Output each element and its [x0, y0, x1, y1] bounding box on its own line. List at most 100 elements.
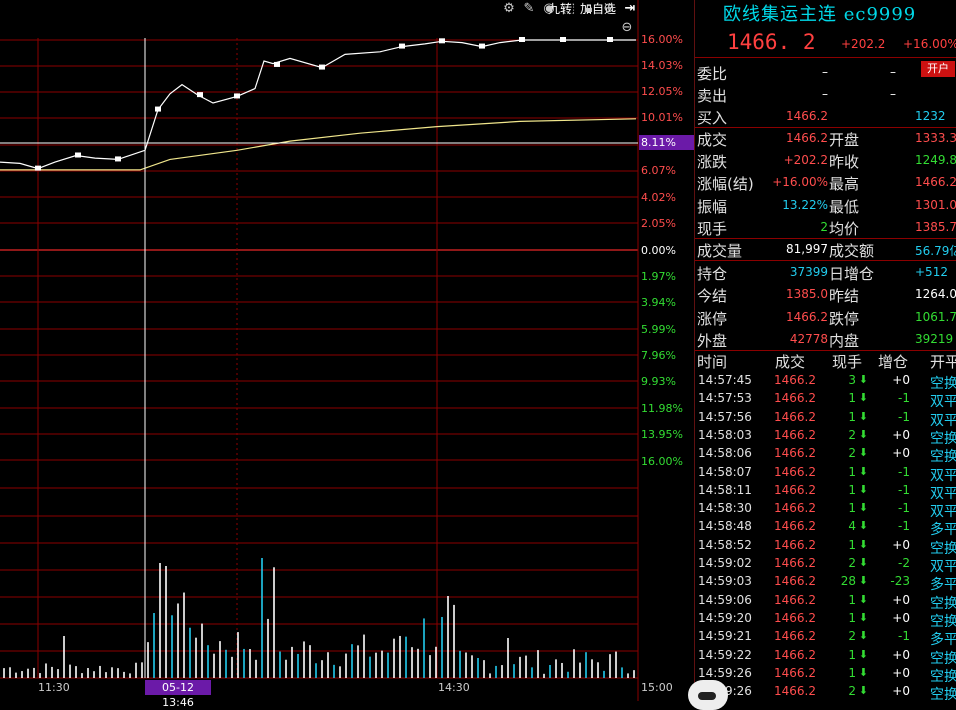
quote-label: 成交量: [697, 242, 743, 260]
quote-label: 均价: [829, 220, 860, 238]
pct-label-down: 9.93%: [641, 375, 676, 388]
trade-marker: [197, 92, 203, 98]
quote-value: 1264.0: [915, 287, 956, 301]
trade-marker: [274, 61, 280, 67]
add-watchlist-button[interactable]: 加自选: [580, 2, 617, 16]
tick-volume: 1: [848, 501, 856, 516]
tick-row: 14:59:06 1466.2 1 +0 空换 ⬇: [695, 592, 956, 612]
tick-price: 1466.2: [774, 464, 816, 479]
tick-price: 1466.2: [774, 610, 816, 625]
tick-row: 14:57:56 1466.2 1 -1 双平 ⬇: [695, 410, 956, 429]
tick-price: 1466.2: [774, 574, 816, 589]
quote-value: 1232: [915, 109, 946, 123]
tick-oi-change: +0: [892, 665, 910, 680]
tick-volume: 1: [848, 665, 856, 680]
tick-time: 14:59:02: [698, 556, 752, 570]
quote-value: +16.00%: [772, 175, 828, 189]
tick-price: 1466.2: [774, 684, 816, 699]
tick-type: 空换: [930, 613, 956, 630]
tick-time: 14:59:22: [698, 647, 752, 662]
pen-icon[interactable]: ✎: [523, 1, 535, 16]
tick-type: 空换: [930, 668, 956, 685]
jiuzhuan-button[interactable]: 九转: [548, 2, 573, 16]
arrow-down-icon: ⬇: [858, 610, 868, 624]
tick-row: 14:57:45 1466.2 3 +0 空换 ⬇: [695, 373, 956, 392]
hover-pct-label: 8.11%: [639, 135, 694, 150]
tick-volume: 2: [848, 446, 856, 461]
chart-canvas[interactable]: [0, 0, 695, 701]
tick-oi-change: -1: [898, 501, 910, 516]
tick-type: 空换: [930, 650, 956, 667]
trade-marker: [479, 43, 485, 49]
divider: [695, 350, 956, 351]
quote-value: 42778: [789, 332, 828, 346]
tick-price: 1466.2: [774, 446, 816, 461]
tick-price: 1466.2: [774, 391, 816, 406]
tick-type: 多平: [930, 522, 956, 539]
tick-row: 14:59:26 1466.2 1 +0 空换 ⬇: [695, 665, 956, 685]
floating-action-button[interactable]: [688, 680, 728, 710]
tick-time: 14:58:11: [698, 482, 752, 497]
arrow-down-icon: ⬇: [858, 519, 868, 533]
arrow-down-icon: ⬇: [858, 647, 868, 661]
pct-label-up: 10.01%: [641, 111, 683, 124]
zoom-in-icon[interactable]: ⊕: [603, 1, 615, 16]
tick-price: 1466.2: [774, 427, 816, 442]
tick-type: 多平: [930, 632, 956, 649]
open-account-button[interactable]: 开户: [921, 61, 955, 77]
quote-label: 今结: [697, 287, 728, 305]
tick-header: 开平: [930, 353, 956, 371]
zoom-out-icon[interactable]: ⊖: [621, 20, 633, 35]
tick-price: 1466.2: [774, 501, 816, 516]
price-change-pct: +16.00%: [903, 37, 956, 51]
trade-marker: [234, 93, 240, 99]
quote-value: +512: [915, 265, 948, 279]
arrow-down-icon: ⬇: [858, 592, 868, 606]
quote-value: +202.2: [783, 153, 828, 167]
tick-type: 空换: [930, 687, 956, 704]
intraday-chart[interactable]: [0, 0, 695, 701]
tick-volume: 1: [848, 464, 856, 479]
tick-oi-change: +0: [892, 446, 910, 461]
trade-marker: [439, 38, 445, 44]
tick-volume: 1: [848, 482, 856, 497]
tick-type: 多平: [930, 577, 956, 594]
trade-marker: [399, 43, 405, 49]
tick-time: 14:58:06: [698, 446, 752, 461]
trade-marker: [607, 37, 613, 42]
quote-value: 1333.3: [915, 131, 956, 145]
tick-row: 14:59:20 1466.2 1 +0 空换 ⬇: [695, 610, 956, 630]
tick-header: 现手: [832, 353, 863, 371]
tick-oi-change: -1: [898, 391, 910, 406]
eye-icon[interactable]: ◉: [543, 1, 555, 16]
quote-value: –: [890, 87, 896, 101]
tick-volume: 1: [848, 391, 856, 406]
tick-row: 14:58:30 1466.2 1 -1 双平 ⬇: [695, 501, 956, 520]
trade-marker: [75, 152, 81, 158]
tick-header: 成交: [775, 353, 806, 371]
pct-label-down: 7.96%: [641, 349, 676, 362]
settings-icon[interactable]: ⚙: [503, 1, 515, 16]
fullscreen-icon[interactable]: ⬚: [562, 1, 576, 16]
quote-label: 买入: [697, 109, 728, 127]
tick-oi-change: -1: [898, 482, 910, 497]
pct-label-zero: 0.00%: [641, 244, 676, 257]
lock-icon[interactable]: 🔒︎: [585, 1, 593, 16]
pct-label-down: 3.94%: [641, 296, 676, 309]
tick-oi-change: +0: [892, 647, 910, 662]
pct-label-down: 5.99%: [641, 323, 676, 336]
quote-value: 39219: [915, 332, 954, 346]
pct-label-down: 16.00%: [641, 455, 683, 468]
tick-type: 空换: [930, 449, 956, 466]
tick-time: 14:58:48: [698, 519, 752, 534]
divider: [695, 238, 956, 239]
quote-label: 成交额: [829, 242, 875, 260]
contract-title[interactable]: 欧线集运主连 ec9999: [723, 4, 917, 25]
pct-label-up: 14.03%: [641, 59, 683, 72]
tick-oi-change: +0: [892, 373, 910, 387]
last-price: 1466. 2: [727, 30, 816, 54]
tick-oi-change: +0: [892, 684, 910, 699]
quote-row: 现手 2 均价 1385.7: [695, 216, 956, 238]
quote-panel: 欧线集运主连 ec9999 1466. 2 +202.2 +16.00% 开户 …: [695, 0, 956, 704]
exit-icon[interactable]: ⇥: [624, 1, 636, 16]
